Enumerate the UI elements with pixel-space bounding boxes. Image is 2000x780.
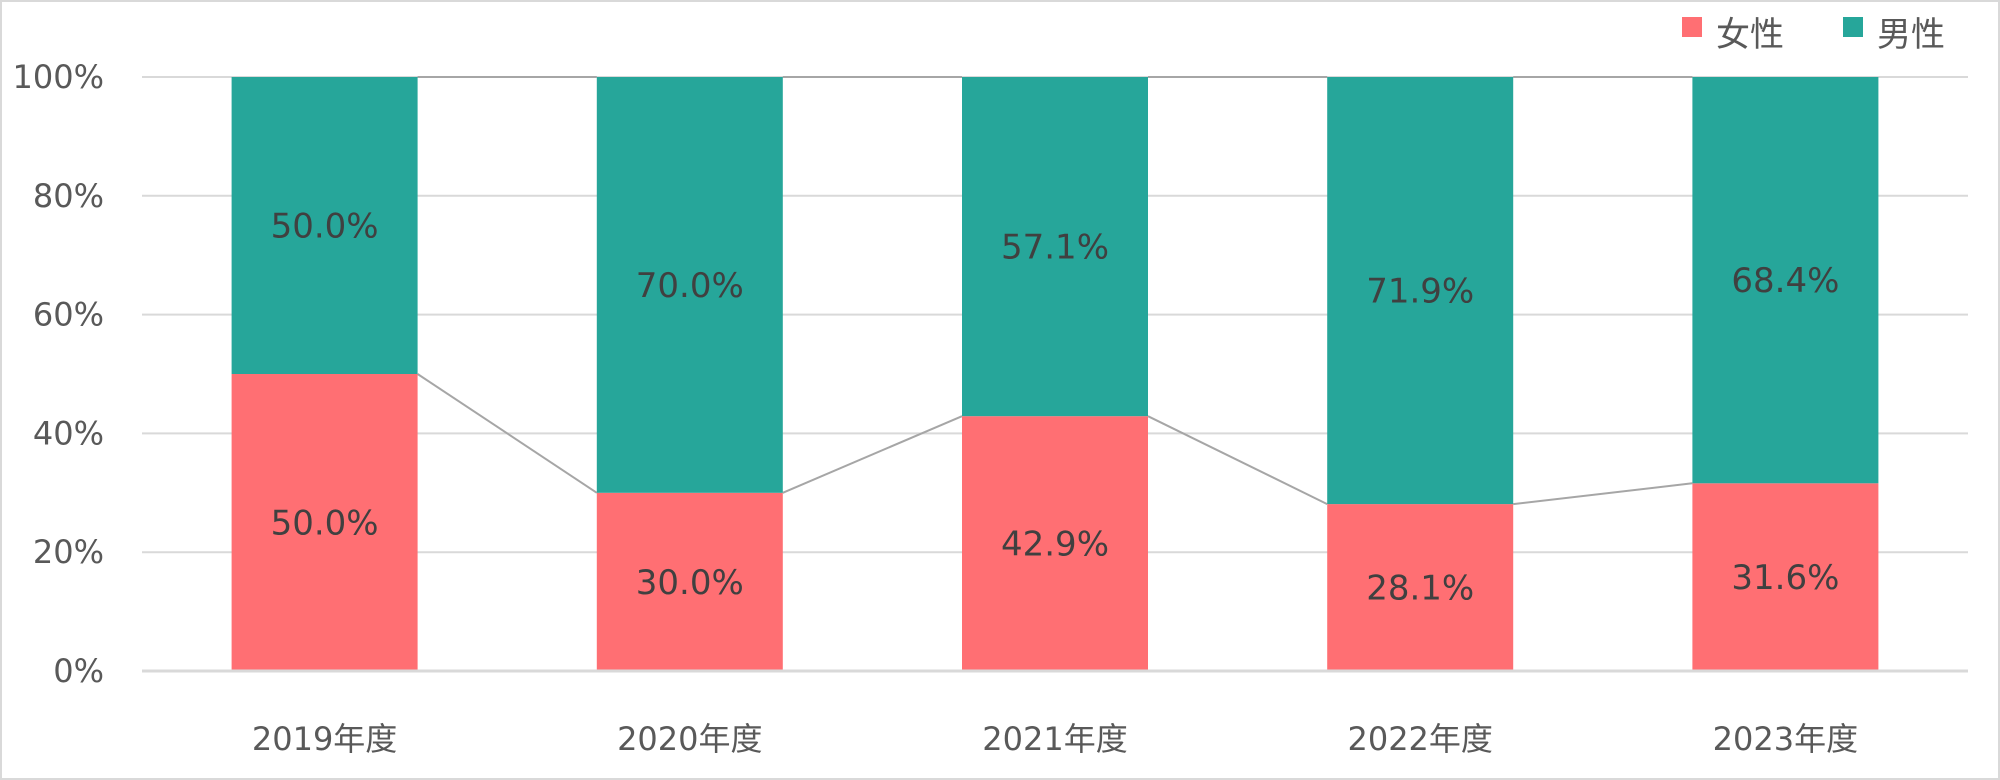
bar-segment-male [231,77,418,374]
data-label: 28.1% [1366,569,1474,609]
data-label: 71.9% [1366,272,1474,312]
bar-segment-female [1327,504,1514,671]
data-labels: 50.0% 50.0% 30.0% 70.0% 42.9% 57.1% 28.1% 71.9%… [271,207,1840,609]
y-tick-label: 20% [33,533,104,571]
data-label: 50.0% [271,504,379,544]
bar-segment-female [1692,483,1879,671]
legend-label: 男性 [1877,15,1945,55]
x-category-label: 2021年度 [982,720,1127,758]
x-category-label: 2023年度 [1713,720,1858,758]
legend-label: 女性 [1716,15,1784,55]
y-tick-label: 100% [13,58,104,96]
legend-swatch [1682,17,1702,37]
bar-segment-female [596,492,783,671]
data-label: 68.4% [1731,261,1839,301]
legend-item-female: 女性 [1682,15,1784,55]
series-connector-line [1147,415,1328,505]
data-label: 70.0% [636,266,744,306]
bars [231,77,1879,671]
legend-item-male: 男性 [1843,15,1945,55]
series-lines [417,76,1693,506]
legend-swatch [1843,17,1863,37]
x-category-label: 2022年度 [1347,720,1492,758]
x-category-label: 2019年度 [252,720,397,758]
bar-segment-male [1692,77,1879,484]
series-connector-line [782,415,963,494]
bar-segment-female [962,416,1148,671]
series-connector-line [417,373,598,494]
bar-segment-male [596,77,783,493]
y-tick-label: 0% [53,652,104,690]
data-label: 50.0% [271,207,379,247]
series-connector-line [1513,482,1693,506]
bar-segment-male [1327,77,1514,505]
bar-segment-female [231,374,418,671]
y-tick-label: 80% [33,177,104,215]
legend: 女性 男性 [1682,15,1945,55]
bar-segment-male [962,77,1148,417]
data-label: 57.1% [1001,228,1109,268]
data-label: 42.9% [1001,525,1109,565]
x-category-label: 2020年度 [617,720,762,758]
data-label: 31.6% [1731,558,1839,598]
axes: 0% 20% 40% 60% 80% 100% 2019年度 2020年度 2021年度 2022… [13,58,1968,758]
data-label: 30.0% [636,563,744,603]
y-tick-label: 60% [33,296,104,334]
y-tick-label: 40% [33,414,104,452]
